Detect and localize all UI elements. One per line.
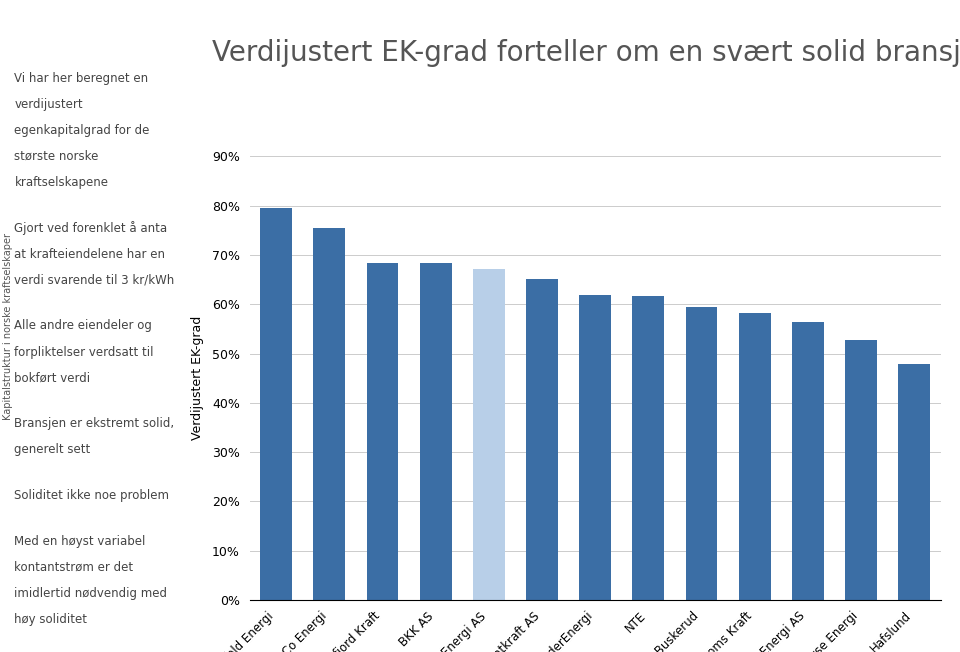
Text: kontantstrøm er det: kontantstrøm er det: [14, 561, 133, 574]
Text: kraftselskapene: kraftselskapene: [14, 176, 108, 189]
Bar: [685, 306, 717, 600]
Text: verdi svarende til 3 kr/kWh: verdi svarende til 3 kr/kWh: [14, 274, 175, 287]
Bar: [526, 278, 558, 600]
Text: verdijustert: verdijustert: [14, 98, 83, 111]
Bar: [260, 208, 292, 600]
Text: Vi har her beregnet en: Vi har her beregnet en: [14, 72, 149, 85]
Text: Kapitalstruktur i norske kraftselskaper: Kapitalstruktur i norske kraftselskaper: [3, 233, 12, 419]
Text: Bransjen er ekstremt solid,: Bransjen er ekstremt solid,: [14, 417, 175, 430]
Text: at krafteiendelene har en: at krafteiendelene har en: [14, 248, 165, 261]
Text: Alle andre eiendeler og: Alle andre eiendeler og: [14, 319, 153, 333]
Bar: [420, 263, 451, 600]
Bar: [845, 340, 877, 600]
Bar: [313, 228, 346, 600]
Text: høy soliditet: høy soliditet: [14, 613, 87, 626]
Bar: [739, 313, 771, 600]
Bar: [473, 269, 505, 600]
Text: forpliktelser verdsatt til: forpliktelser verdsatt til: [14, 346, 154, 359]
Text: bokført verdi: bokført verdi: [14, 372, 90, 385]
Text: Verdijustert EK-grad i norske kraftselskaper: Verdijustert EK-grad i norske kraftselsk…: [256, 129, 527, 141]
Bar: [367, 263, 398, 600]
Text: generelt sett: generelt sett: [14, 443, 90, 456]
Y-axis label: Verdijustert EK-grad: Verdijustert EK-grad: [190, 316, 204, 440]
Text: egenkapitalgrad for de: egenkapitalgrad for de: [14, 124, 150, 137]
Bar: [792, 321, 824, 600]
Bar: [899, 364, 930, 600]
Bar: [579, 295, 612, 600]
Text: Med en høyst variabel: Med en høyst variabel: [14, 535, 146, 548]
Text: største norske: største norske: [14, 150, 99, 163]
Text: Soliditet ikke noe problem: Soliditet ikke noe problem: [14, 489, 169, 502]
Bar: [633, 296, 664, 600]
Text: Verdijustert EK-grad forteller om en svært solid bransje: Verdijustert EK-grad forteller om en svæ…: [212, 39, 960, 67]
Text: imidlertid nødvendig med: imidlertid nødvendig med: [14, 587, 167, 600]
Text: Gjort ved forenklet å anta: Gjort ved forenklet å anta: [14, 221, 168, 235]
